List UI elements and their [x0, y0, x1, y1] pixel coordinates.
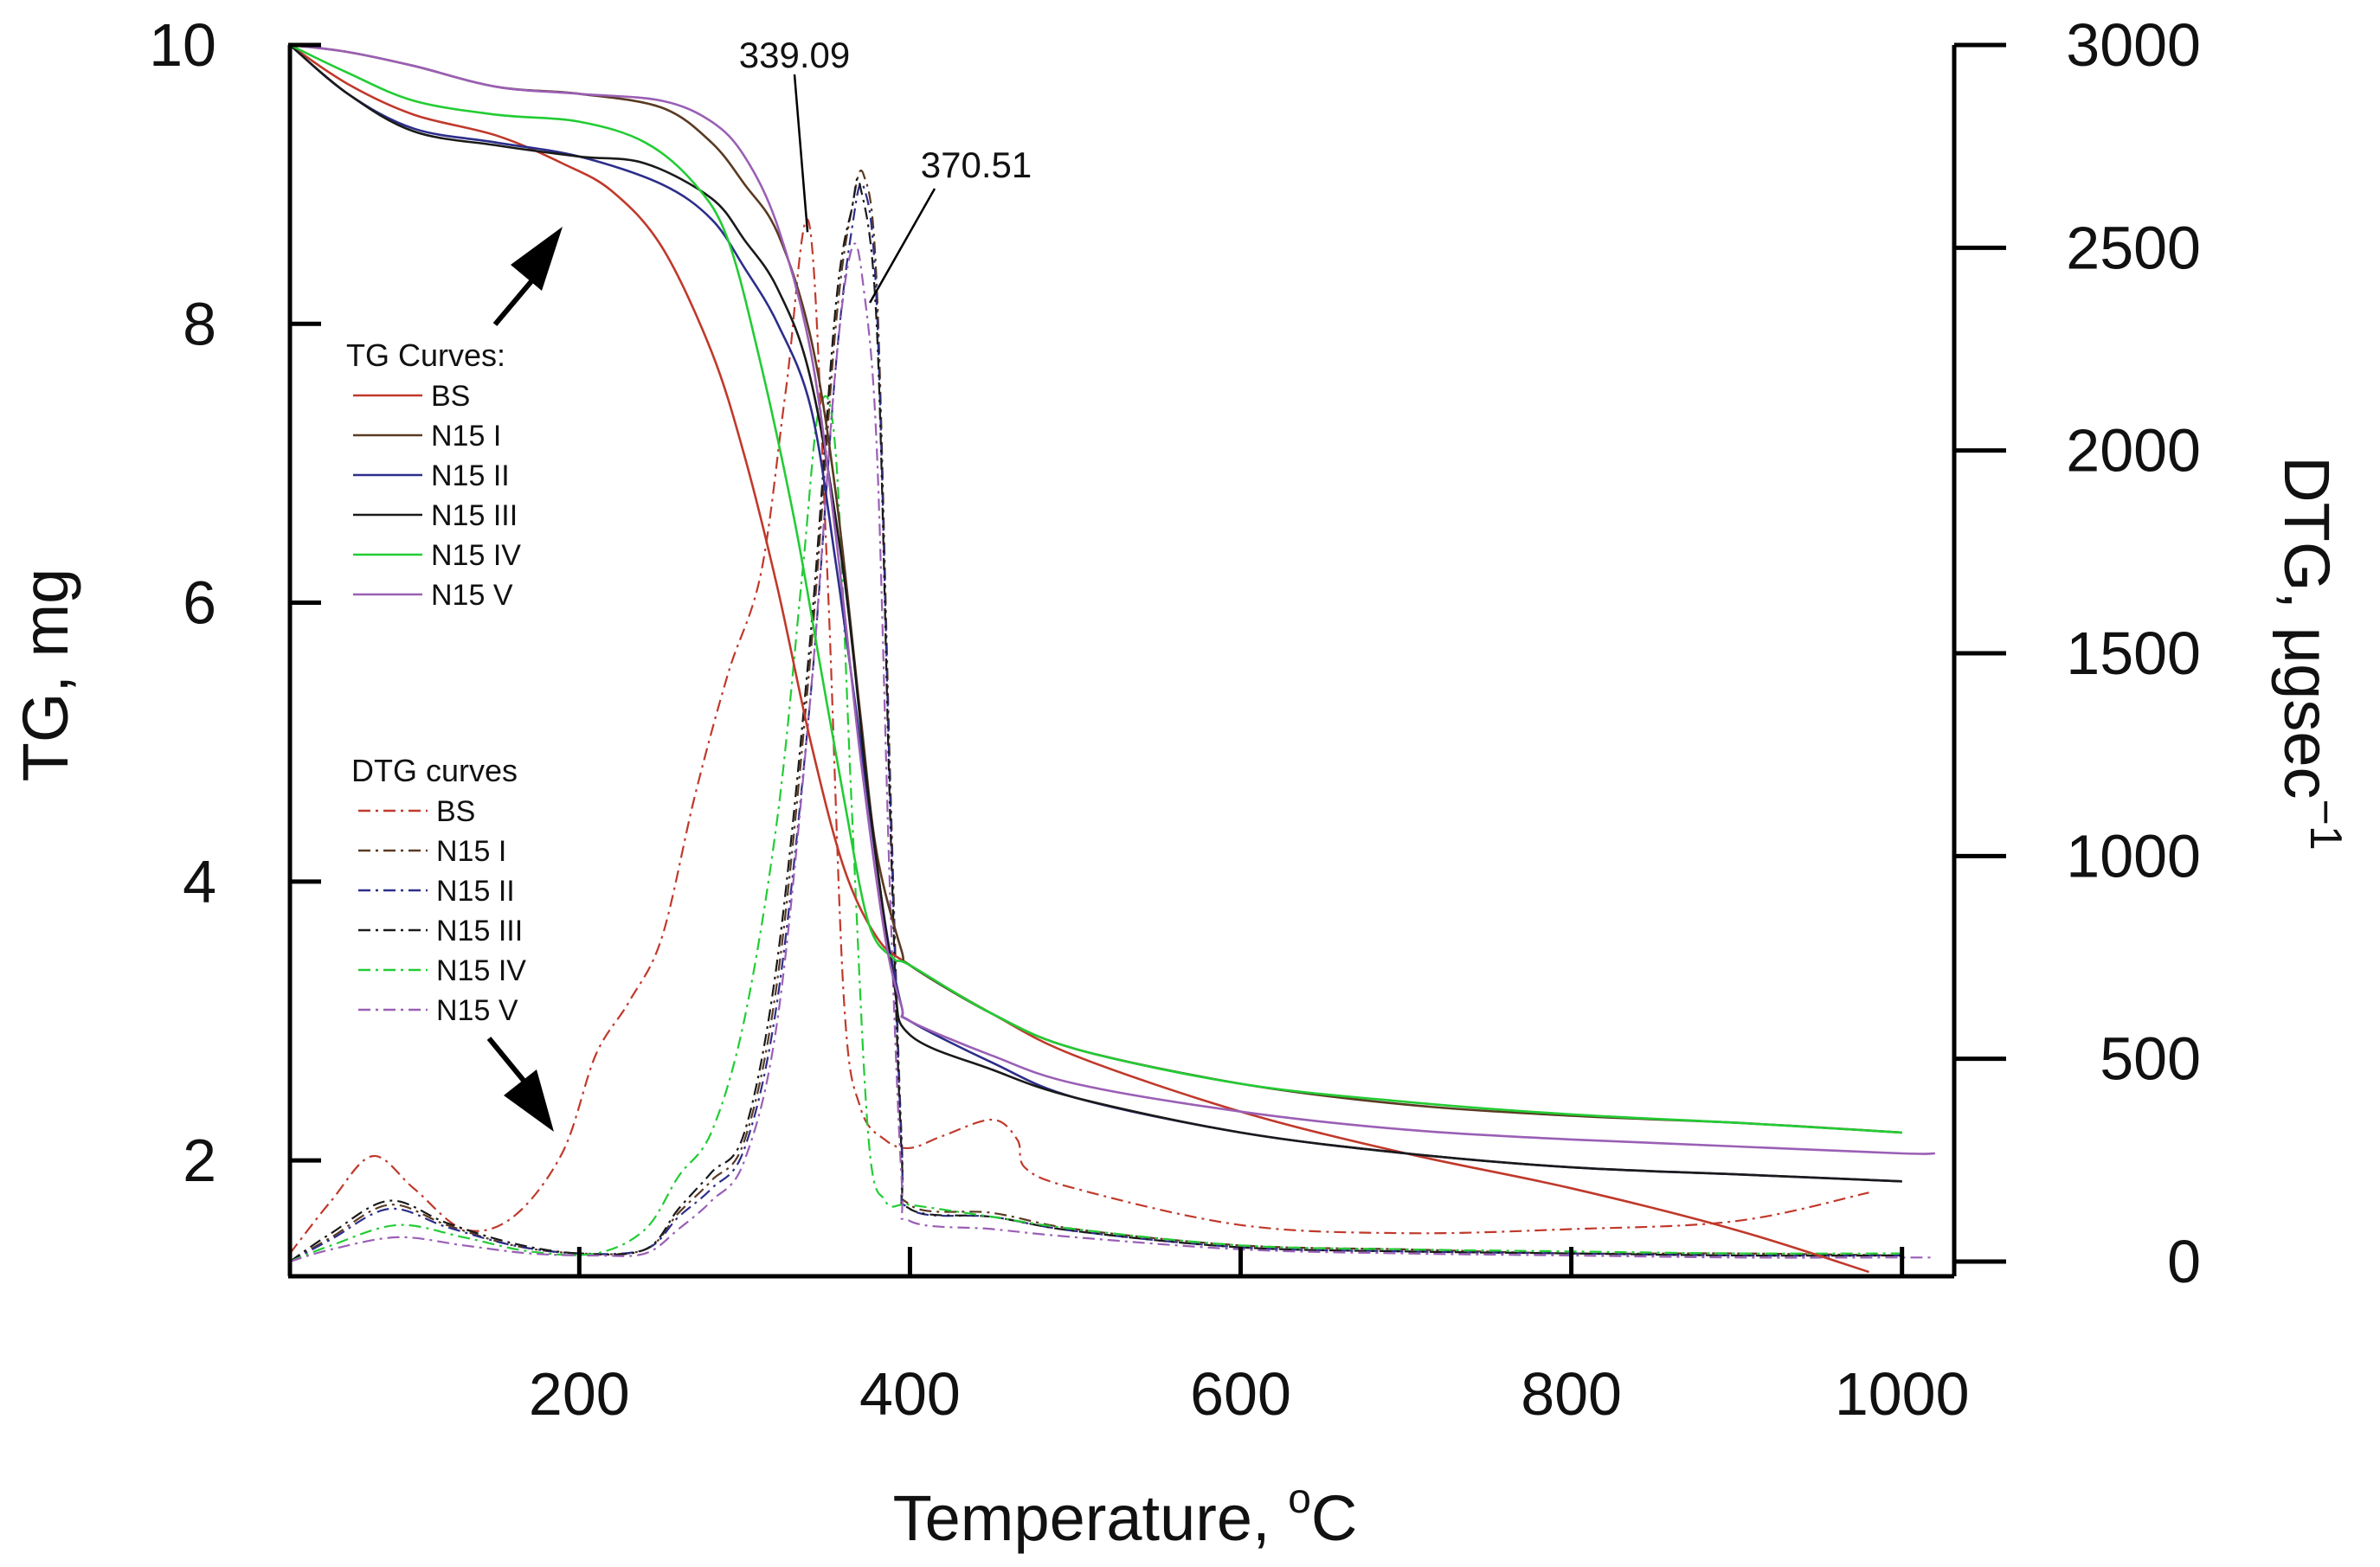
- y-right-tick-label-1500: 1500: [2066, 620, 2201, 687]
- annotation-peak-2-leader: [868, 188, 936, 304]
- dtg-legend-label-n15-ii: N15 II: [436, 875, 515, 908]
- annotation-peak-2: 370.51: [921, 144, 1032, 185]
- tg-lines: [289, 43, 1935, 1274]
- x-axis-title-unit: C: [1311, 1482, 1357, 1554]
- dtg-legend-label-n15-i: N15 I: [436, 835, 506, 868]
- dtg-legend-label-n15-iv: N15 IV: [436, 954, 526, 987]
- tg-line-n15-i: [289, 43, 1902, 1134]
- y-left-tick-label-2: 2: [183, 1127, 216, 1194]
- tg-line-n15-iii: [289, 44, 1902, 1183]
- x-axis-title-text: Temperature,: [893, 1482, 1289, 1554]
- y-left-tick-label-6: 6: [183, 569, 216, 637]
- x-tick-label-400: 400: [859, 1360, 961, 1428]
- y-axis-left-title: TG, mg: [10, 568, 81, 782]
- tg-legend-label-n15-ii: N15 II: [431, 459, 510, 492]
- tg-line-n15-ii: [289, 44, 1902, 1183]
- y-right-tick-label-1000: 1000: [2066, 822, 2201, 889]
- x-axis-title-degree: o: [1288, 1476, 1311, 1522]
- y-axis-right-title: DTG, μgsec−1: [2271, 456, 2351, 851]
- x-tick-label-800: 800: [1521, 1360, 1622, 1428]
- dtg-legend-title: DTG curves: [351, 753, 518, 788]
- y-left-tick-label-4: 4: [183, 848, 216, 915]
- y-left-tick-label-8: 8: [183, 290, 216, 357]
- tg-legend-title: TG Curves:: [346, 337, 505, 373]
- x-tick-label-1000: 1000: [1835, 1360, 1970, 1428]
- tg-legend-label-n15-i: N15 I: [431, 420, 501, 453]
- tg-legend-label-n15-v: N15 V: [431, 579, 513, 612]
- x-axis-title: Temperature, oC: [893, 1476, 1358, 1554]
- annotation-peak-1: 339.09: [739, 35, 850, 75]
- tg-line-bs: [289, 43, 1869, 1274]
- dtg-legend-label-bs: BS: [436, 795, 475, 828]
- x-tick-label-600: 600: [1190, 1360, 1291, 1428]
- arrow-down-head: [504, 1069, 554, 1132]
- y-right-tick-label-3000: 3000: [2066, 11, 2201, 79]
- y-right-tick-label-2000: 2000: [2066, 417, 2201, 485]
- legend-tg: TG Curves: BS N15 I N15 II N15 III N15 IV N15 …: [346, 337, 521, 612]
- arrow-down-shaft: [486, 1037, 527, 1083]
- tg-legend-label-n15-iii: N15 III: [431, 499, 518, 532]
- annotations: 339.09 370.51: [739, 35, 1032, 304]
- dtg-line-n15-v: [289, 242, 1935, 1263]
- dtg-line-n15-iv: [289, 395, 1902, 1263]
- arrows: [486, 227, 563, 1132]
- x-tick-label-200: 200: [529, 1360, 630, 1428]
- y-axis-right-title-exponent: −1: [2300, 799, 2351, 850]
- y-axis-right-title-text: DTG, μgsec: [2271, 456, 2343, 799]
- y-left-tick-label-10: 10: [149, 11, 216, 79]
- arrow-up-shaft: [492, 273, 539, 326]
- dtg-line-n15-iii: [289, 177, 1902, 1262]
- axes: 2 4 6 8 10 0 500 1000 1500 2000 2500 3000 200 400 600 8…: [149, 11, 2201, 1428]
- tg-legend-label-n15-iv: N15 IV: [431, 539, 521, 572]
- legend-dtg: DTG curves BS N15 I N15 II N15 III N15 IV N15 …: [351, 753, 526, 1027]
- y-right-tick-label-0: 0: [2167, 1228, 2201, 1295]
- dtg-legend-label-n15-v: N15 V: [436, 994, 518, 1027]
- tg-line-n15-iv: [289, 43, 1902, 1134]
- annotation-peak-1-leader: [793, 74, 809, 233]
- tg-legend-label-bs: BS: [431, 380, 470, 413]
- tg-line-n15-v: [289, 43, 1935, 1155]
- arrow-up-head: [511, 227, 563, 291]
- y-right-tick-label-500: 500: [2100, 1025, 2201, 1093]
- dtg-legend-label-n15-iii: N15 III: [436, 915, 523, 947]
- y-right-tick-label-2500: 2500: [2066, 214, 2201, 281]
